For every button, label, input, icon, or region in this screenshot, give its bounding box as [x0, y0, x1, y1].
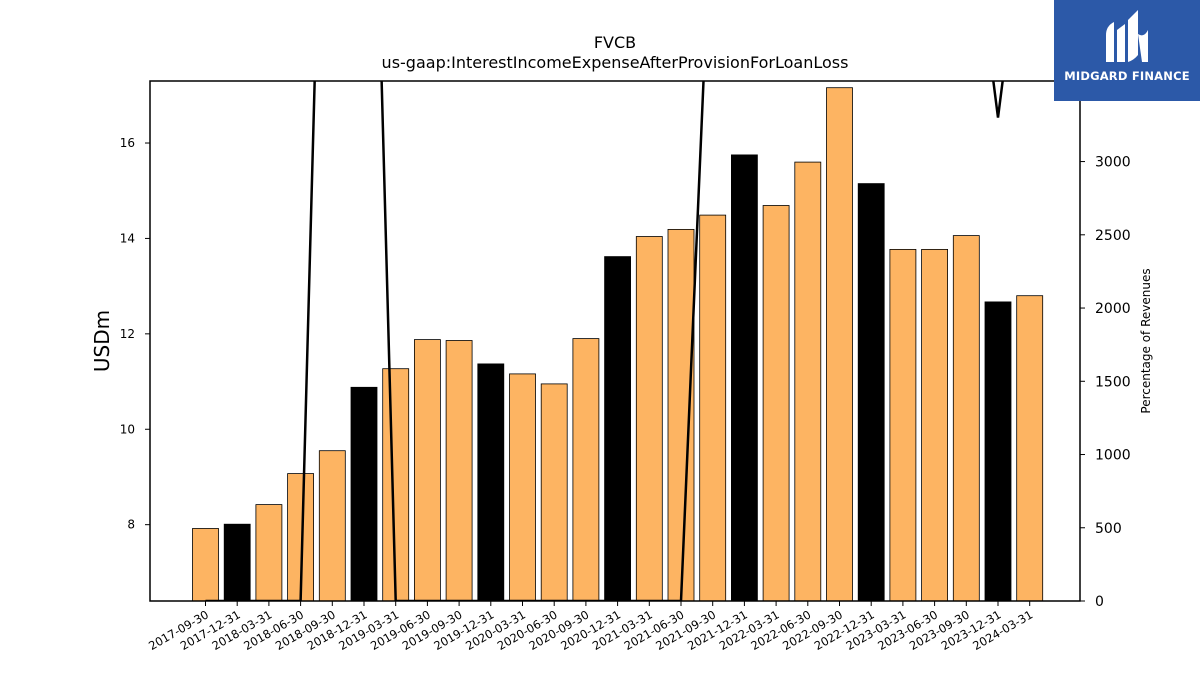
- bar-2023-03-31: [889, 248, 917, 601]
- y2-tick-label: 0: [1095, 594, 1104, 610]
- y-tick-label: 12: [120, 327, 135, 341]
- bar-group: [192, 87, 1044, 601]
- bar-2018-03-31: [255, 504, 283, 601]
- x-axis: 2017-09-302017-12-312018-03-312018-06-30…: [146, 601, 1035, 653]
- bar-2017-09-30: [192, 528, 219, 601]
- y-tick-label: 8: [127, 518, 135, 532]
- y2-tick-label: 2500: [1095, 228, 1131, 244]
- bar-2021-12-31: [731, 154, 758, 601]
- y2-axis-label: Percentage of Revenues: [1139, 268, 1153, 413]
- y-tick-label: 10: [120, 422, 135, 436]
- bar-2020-09-30: [572, 338, 600, 601]
- bar-2023-06-30: [921, 248, 948, 601]
- y-tick-label: 16: [120, 136, 135, 150]
- bar-2019-12-31: [477, 363, 505, 601]
- bar-2020-03-31: [509, 373, 536, 601]
- bar-2021-03-31: [635, 236, 663, 601]
- chart-subtitle: us-gaap:InterestIncomeExpenseAfterProvis…: [382, 53, 849, 72]
- y2-tick-label: 1000: [1095, 448, 1131, 464]
- logo-text: MIDGARD FINANCE: [1064, 69, 1190, 83]
- bar-2017-12-31: [223, 523, 251, 601]
- y-axis-label: USDm: [90, 310, 114, 372]
- bar-2024-03-31: [1016, 295, 1044, 601]
- chart-title: FVCB: [594, 33, 636, 52]
- bar-2020-06-30: [540, 383, 568, 601]
- plot-frame: [149, 80, 1081, 602]
- bar-2020-12-31: [604, 256, 631, 601]
- bar-2019-06-30: [413, 339, 441, 601]
- bar-2022-12-31: [857, 183, 885, 601]
- y2-tick-label: 3000: [1095, 155, 1131, 171]
- y2-tick-label: 500: [1095, 521, 1122, 537]
- y-tick-label: 14: [120, 231, 135, 245]
- y2-tick-label: 1500: [1095, 374, 1131, 390]
- logo-mark-icon: [1106, 10, 1148, 62]
- bar-2022-03-31: [762, 205, 790, 601]
- bar-2018-09-30: [318, 450, 346, 601]
- bar-2022-06-30: [794, 161, 822, 601]
- y-axis: 8 10 12 14 16: [120, 136, 150, 532]
- bar-2023-09-30: [952, 235, 980, 601]
- bar-2021-09-30: [699, 214, 727, 601]
- y2-tick-label: 2000: [1095, 301, 1131, 317]
- bar-2018-12-31: [350, 386, 378, 601]
- bar-2023-12-31: [984, 301, 1012, 601]
- bar-2022-09-30: [826, 87, 853, 601]
- bar-2019-09-30: [445, 340, 473, 601]
- brand-logo: MIDGARD FINANCE: [1054, 0, 1200, 101]
- y2-axis: 0 500 1000 1500 2000 2500 3000: [1080, 155, 1131, 610]
